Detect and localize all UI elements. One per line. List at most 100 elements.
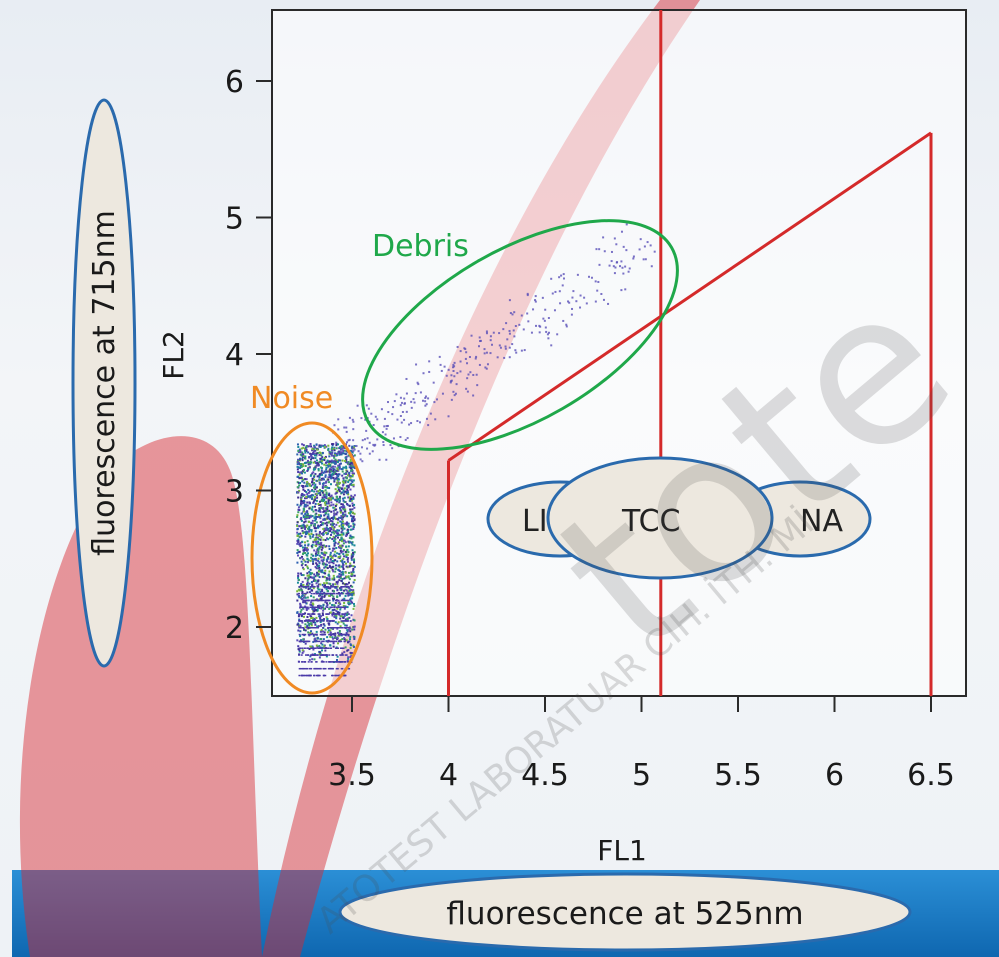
scatter-point	[338, 481, 341, 484]
scatter-point	[296, 465, 299, 468]
scatter-point	[335, 610, 338, 613]
scatter-point	[526, 292, 529, 295]
scatter-point	[346, 620, 349, 622]
scatter-point	[322, 490, 325, 493]
scatter-point	[615, 243, 618, 246]
scatter-point	[321, 544, 324, 547]
scatter-point	[303, 640, 306, 643]
scatter-point	[324, 628, 327, 631]
scatter-point	[322, 556, 325, 559]
scatter-point	[308, 591, 311, 594]
scatter-point	[382, 444, 385, 447]
scatter-point	[300, 503, 303, 506]
scatter-point	[335, 523, 338, 526]
scatter-point	[328, 455, 331, 458]
scatter-point	[345, 545, 348, 548]
scatter-point	[459, 370, 462, 373]
scatter-point	[336, 534, 339, 537]
scatter-point	[322, 484, 325, 487]
scatter-point	[323, 459, 326, 462]
scatter-point	[320, 570, 323, 573]
scatter-point	[321, 491, 324, 494]
scatter-point	[296, 491, 299, 494]
scatter-point	[342, 489, 345, 492]
scatter-point	[299, 457, 302, 460]
scatter-point	[319, 543, 322, 546]
scatter-point	[478, 336, 481, 339]
scatter-point	[332, 654, 335, 656]
scatter-point	[321, 546, 324, 549]
scatter-point	[310, 624, 313, 627]
scatter-point	[338, 450, 341, 453]
scatter-point	[613, 237, 616, 240]
scatter-point	[331, 589, 334, 592]
scatter-point	[349, 602, 352, 605]
scatter-point	[347, 594, 350, 597]
scatter-point	[327, 592, 330, 595]
y-tick-label: 5	[225, 202, 244, 237]
scatter-point	[320, 607, 323, 610]
scatter-point	[327, 502, 330, 505]
scatter-point	[296, 443, 299, 446]
scatter-point	[339, 450, 342, 453]
scatter-point	[335, 508, 338, 511]
scatter-point	[307, 544, 310, 547]
scatter-point	[408, 423, 411, 426]
scatter-point	[329, 468, 332, 471]
scatter-point	[515, 351, 518, 354]
scatter-point	[297, 540, 300, 543]
scatter-point	[353, 579, 356, 582]
scatter-point	[298, 550, 301, 553]
scatter-point	[339, 547, 342, 550]
scatter-point	[323, 582, 326, 585]
scatter-point	[348, 444, 351, 447]
scatter-point	[299, 545, 302, 548]
scatter-point	[567, 300, 570, 303]
scatter-point	[331, 538, 334, 541]
scatter-point	[334, 504, 337, 507]
scatter-point	[296, 515, 299, 518]
scatter-point	[298, 627, 301, 629]
scatter-point	[333, 553, 336, 556]
scatter-point	[308, 674, 311, 677]
scatter-point	[475, 373, 478, 376]
scatter-point	[333, 454, 336, 457]
scatter-point	[343, 452, 346, 455]
scatter-point	[297, 648, 300, 651]
scatter-point	[308, 620, 311, 622]
scatter-point	[319, 594, 322, 597]
scatter-point	[304, 620, 307, 622]
scatter-point	[299, 541, 302, 544]
scatter-point	[333, 506, 336, 509]
scatter-point	[322, 563, 325, 566]
scatter-point	[336, 560, 339, 563]
scatter-point	[297, 506, 300, 509]
scatter-point	[309, 537, 312, 540]
scatter-point	[337, 621, 340, 624]
scatter-point	[337, 486, 340, 489]
scatter-point	[400, 401, 403, 404]
scatter-point	[317, 674, 320, 677]
scatter-point	[336, 489, 339, 492]
scatter-point	[297, 508, 300, 511]
scatter-point	[332, 527, 335, 530]
scatter-point	[340, 633, 343, 636]
scatter-point	[298, 477, 301, 480]
scatter-point	[310, 484, 313, 487]
scatter-point	[317, 559, 320, 562]
scatter-point	[307, 640, 310, 643]
scatter-point	[534, 300, 537, 303]
scatter-point	[324, 501, 327, 504]
scatter-point	[343, 633, 346, 636]
scatter-point	[389, 444, 392, 447]
scatter-point	[318, 576, 321, 579]
scatter-point	[338, 529, 341, 532]
scatter-point	[352, 420, 355, 423]
scatter-point	[320, 556, 323, 559]
scatter-point	[331, 633, 334, 636]
scatter-point	[299, 532, 302, 535]
scatter-point	[313, 653, 316, 656]
scatter-point	[337, 605, 340, 608]
scatter-point	[319, 621, 322, 624]
